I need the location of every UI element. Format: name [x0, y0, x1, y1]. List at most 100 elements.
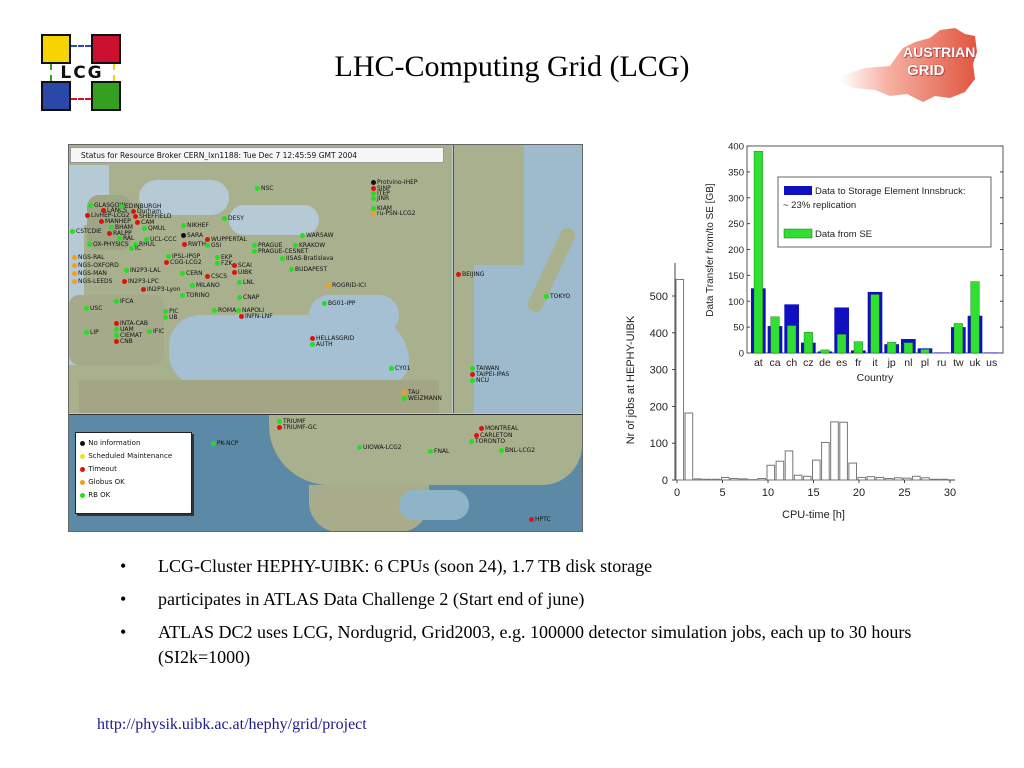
- site-marker[interactable]: TAIPEI-IPAS: [470, 371, 509, 378]
- status-dot-icon: [72, 255, 77, 260]
- site-marker[interactable]: KIAM: [371, 205, 392, 212]
- site-marker[interactable]: Durham: [131, 208, 161, 215]
- site-marker[interactable]: TORINO: [180, 292, 210, 299]
- site-marker[interactable]: JINR: [371, 195, 389, 202]
- site-marker[interactable]: FNAL: [428, 448, 449, 455]
- site-marker[interactable]: IISAS-Bratislava: [280, 255, 333, 262]
- site-marker[interactable]: NGS-OXFORD: [72, 262, 119, 269]
- site-marker[interactable]: TRIUMF: [277, 418, 306, 425]
- site-marker[interactable]: ROMA: [212, 307, 236, 314]
- site-marker[interactable]: CGG-LCG2: [164, 259, 202, 266]
- site-marker[interactable]: PIC: [163, 308, 179, 315]
- site-marker[interactable]: RWTH: [182, 241, 206, 248]
- histogram-bar: [784, 450, 794, 481]
- site-marker[interactable]: LNL: [237, 279, 254, 286]
- site-marker[interactable]: LANCS: [101, 207, 127, 214]
- site-marker[interactable]: EDINBURGH: [119, 203, 162, 210]
- logo-yellow-square: [41, 34, 71, 64]
- site-marker[interactable]: TAU: [402, 389, 420, 396]
- histogram-bar: [857, 476, 867, 481]
- site-marker[interactable]: INFN-LNF: [239, 313, 273, 320]
- site-marker[interactable]: CIEMAT: [114, 332, 142, 339]
- site-marker[interactable]: PRAGUE-CESNET: [252, 248, 308, 255]
- site-marker[interactable]: FZK: [215, 260, 233, 267]
- site-marker[interactable]: UB: [163, 314, 178, 321]
- site-marker[interactable]: LIP: [84, 329, 99, 336]
- site-marker[interactable]: BHAM: [109, 224, 133, 231]
- site-marker[interactable]: WEIZMANN: [402, 395, 442, 402]
- site-marker[interactable]: SARA: [181, 232, 203, 239]
- site-marker[interactable]: OX-PHYSICS: [87, 241, 129, 248]
- site-marker[interactable]: ru-PSN-LCG2: [371, 210, 416, 217]
- site-marker[interactable]: NGS-RAL: [72, 254, 104, 261]
- site-marker[interactable]: IC: [129, 245, 141, 252]
- site-marker[interactable]: ROGRID-ICI: [326, 282, 366, 289]
- site-marker[interactable]: RHUL: [133, 241, 155, 248]
- site-marker[interactable]: CERN: [180, 270, 203, 277]
- site-marker[interactable]: CY01: [389, 365, 410, 372]
- site-marker[interactable]: Protvino-IHEP: [371, 179, 418, 186]
- site-marker[interactable]: GSI: [205, 242, 221, 249]
- site-marker[interactable]: SCAI: [232, 262, 252, 269]
- site-marker[interactable]: INTA-CAB: [114, 320, 148, 327]
- site-marker[interactable]: IN2P3-LAL: [124, 267, 161, 274]
- site-marker[interactable]: EKP: [215, 254, 232, 261]
- site-marker[interactable]: NAPOLI: [236, 307, 264, 314]
- site-marker[interactable]: LivHEP-LCG2: [85, 212, 130, 219]
- site-marker[interactable]: MANHEP: [99, 218, 131, 225]
- site-marker[interactable]: CARLETON: [474, 432, 512, 439]
- site-marker[interactable]: PK-NCP: [211, 440, 238, 447]
- site-marker[interactable]: HELLASGRID: [310, 335, 354, 342]
- site-label: CGG-LCG2: [170, 259, 202, 266]
- site-marker[interactable]: BEIJING: [456, 271, 484, 278]
- site-marker[interactable]: WARSAW: [300, 232, 334, 239]
- site-marker[interactable]: NIKHEF: [181, 222, 209, 229]
- site-marker[interactable]: UCL-CCC: [144, 236, 177, 243]
- logo-blue-square: [41, 81, 71, 111]
- site-marker[interactable]: CSTCDIE: [70, 228, 102, 235]
- site-marker[interactable]: RALPP: [107, 230, 132, 237]
- site-marker[interactable]: WUPPERTAL: [205, 236, 247, 243]
- site-marker[interactable]: ITEP: [371, 190, 390, 197]
- site-marker[interactable]: IN2P3-LPC: [122, 278, 159, 285]
- site-marker[interactable]: QMUL: [142, 225, 166, 232]
- site-marker[interactable]: HPTC: [529, 516, 551, 523]
- site-marker[interactable]: PRAGUE: [252, 242, 282, 249]
- site-marker[interactable]: TORONTO: [469, 438, 505, 445]
- site-marker[interactable]: BUDAPEST: [289, 266, 327, 273]
- site-marker[interactable]: BNL-LCG2: [499, 447, 535, 454]
- site-marker[interactable]: IPSL-IPGP: [166, 253, 200, 260]
- site-marker[interactable]: SHEFFIELD: [133, 213, 172, 220]
- site-marker[interactable]: UAM: [114, 326, 134, 333]
- site-marker[interactable]: MONTREAL: [479, 425, 518, 432]
- site-marker[interactable]: NCU: [470, 377, 489, 384]
- site-marker[interactable]: BG01-IPP: [322, 300, 355, 307]
- site-marker[interactable]: TRIUMF-GC: [277, 424, 317, 431]
- site-marker[interactable]: UIBK: [232, 269, 252, 276]
- site-marker[interactable]: KRAKOW: [293, 242, 325, 249]
- site-marker[interactable]: SINP: [371, 185, 391, 192]
- site-marker[interactable]: CSCS: [205, 273, 227, 280]
- project-link[interactable]: http://physik.uibk.ac.at/hephy/grid/proj…: [97, 716, 367, 733]
- site-marker[interactable]: TOKYO: [544, 293, 570, 300]
- site-marker[interactable]: CNAP: [237, 294, 259, 301]
- site-marker[interactable]: GLASGOW: [88, 202, 125, 209]
- site-marker[interactable]: NGS-MAN: [72, 270, 107, 277]
- site-marker[interactable]: IFIC: [147, 328, 164, 335]
- site-marker[interactable]: DESY: [222, 215, 244, 222]
- legend-label: Data to Storage Element Innsbruck:: [815, 186, 966, 197]
- site-marker[interactable]: RAL: [117, 235, 134, 242]
- site-marker[interactable]: CNB: [114, 338, 133, 345]
- site-marker[interactable]: MILANO: [190, 282, 220, 289]
- site-marker[interactable]: NSC: [255, 185, 274, 192]
- site-marker[interactable]: AUTH: [310, 341, 333, 348]
- site-marker[interactable]: IN2P3-Lyon: [141, 286, 181, 293]
- site-marker[interactable]: CAM: [135, 219, 154, 226]
- site-marker[interactable]: USC: [84, 305, 102, 312]
- inset-x-tick-label: pl: [921, 357, 929, 369]
- site-marker[interactable]: NGS-LEEDS: [72, 278, 112, 285]
- status-dot-icon: [402, 390, 407, 395]
- site-marker[interactable]: TAIWAN: [470, 365, 499, 372]
- site-marker[interactable]: UIOWA-LCG2: [357, 444, 402, 451]
- site-marker[interactable]: IFCA: [114, 298, 134, 305]
